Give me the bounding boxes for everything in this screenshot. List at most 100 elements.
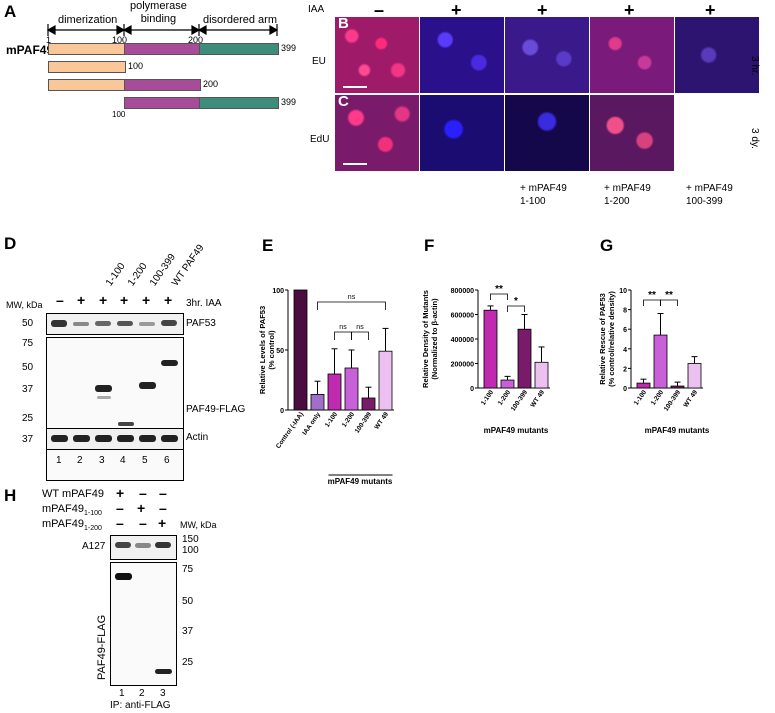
bar	[500, 379, 515, 389]
significance-bracket	[351, 331, 369, 340]
tick-100: 100	[112, 35, 128, 45]
x-tick-label: 1-200	[497, 389, 512, 407]
micrograph-eu-control	[335, 17, 419, 93]
y-axis-label: Relative Density of Mutants	[421, 290, 430, 388]
d-lane-2: 2	[77, 455, 83, 466]
domain-polymerase-label: polymerase binding	[130, 0, 187, 25]
significance-bracket	[660, 299, 678, 306]
x-tick-label: 100-399	[663, 389, 683, 413]
h-sign-2-3: –	[159, 500, 167, 516]
significance-label: *	[514, 296, 518, 307]
bar-disordered	[199, 43, 279, 55]
x-tick-label: 1-200	[341, 411, 356, 429]
x-tick-label: 100-399	[510, 389, 530, 413]
row-label-eu: EU	[312, 56, 326, 67]
row-label-edu: EdU	[310, 134, 330, 145]
blot-paf49-flag	[46, 337, 184, 481]
bar	[483, 309, 498, 389]
h-sign-3-2: –	[139, 515, 147, 531]
bar-dimerization	[48, 43, 126, 55]
panel-label-c: C	[338, 93, 349, 110]
bar	[534, 361, 549, 389]
y-tick-label: 6	[623, 327, 627, 334]
d-label-paf53: PAF53	[186, 318, 216, 329]
domain-disordered-label: disordered arm	[203, 14, 277, 26]
x-axis-label: mPAF49 mutants	[484, 426, 549, 435]
y-tick-label: 50	[276, 348, 284, 355]
h-mw-50: 50	[182, 596, 194, 607]
d-iaa-5: +	[142, 292, 151, 308]
panel-label-b: B	[338, 15, 349, 32]
x-tick-label: 1-200	[650, 389, 665, 407]
h-row-2: mPAF491-100	[42, 503, 102, 517]
row1-end: 399	[281, 43, 297, 53]
iaa-label: IAA	[308, 4, 325, 15]
y-tick-label: 4	[623, 347, 627, 354]
d-mw-75: 75	[22, 338, 34, 349]
h-row-2-text: mPAF49	[42, 503, 84, 515]
scale-bar-b	[343, 86, 367, 88]
panel-label-d: D	[4, 234, 17, 253]
iaa-sign-2: +	[451, 0, 462, 20]
h-sign-3-1: –	[116, 515, 124, 531]
significance-bracket	[317, 301, 386, 310]
micrograph-edu-1-100	[505, 95, 589, 171]
h-mw-37: 37	[182, 626, 194, 637]
panel-label-h: H	[4, 486, 17, 505]
x-tick-label: WT 49	[682, 389, 699, 409]
chart-e: 0 50 100 Control (-IAA)IAA only 1-100 1-20010…	[258, 288, 394, 485]
time-label-3hr: 3 hr.	[749, 56, 760, 76]
micrograph-eu-1-200	[590, 17, 674, 93]
d-iaa-1: –	[56, 292, 64, 308]
y-tick-label: 2	[623, 366, 627, 373]
bar	[293, 289, 308, 411]
bar	[670, 385, 685, 389]
construct-name: mPAF49	[6, 43, 54, 57]
y-tick-label: 200000	[451, 362, 474, 369]
d-label-paf49-flag: PAF49-FLAG	[186, 404, 246, 415]
iaa-sign-1: –	[374, 0, 385, 20]
row4-end: 399	[281, 97, 297, 107]
bar-1-200-dimer	[48, 79, 126, 91]
h-ip-label: IP: anti-FLAG	[110, 700, 171, 711]
h-mw-75: 75	[182, 564, 194, 575]
y-tick-label: 800000	[451, 288, 474, 295]
bar	[327, 373, 342, 411]
bar-1-100-dimer	[48, 61, 126, 73]
tick-1: 1	[46, 35, 52, 45]
x-tick-label: IAA only	[301, 411, 322, 437]
h-row-1: WT mPAF49	[42, 488, 104, 500]
d-lane-label-wt: WT PAF49	[170, 242, 207, 289]
d-iaa-text: 3hr. IAA	[186, 298, 222, 309]
bar	[310, 394, 325, 411]
h-row-3-sub: 1-200	[83, 525, 102, 533]
h-label-a127: A127	[82, 541, 106, 552]
panel-label-g: G	[600, 236, 614, 255]
bar-100-399-dis	[199, 97, 279, 109]
h-sign-1-3: –	[159, 485, 167, 501]
significance-bracket	[334, 331, 352, 340]
panel-label-a: A	[4, 2, 17, 21]
d-lane-5: 5	[142, 455, 148, 466]
bar	[636, 382, 651, 389]
y-tick-label: 0	[470, 386, 474, 393]
x-tick-label: 1-100	[480, 389, 495, 407]
h-mw-150: 150	[182, 534, 199, 545]
domain-dimerization-label: dimerization	[58, 14, 118, 26]
x-tick-label: 1-100	[633, 389, 648, 407]
iaa-sign-4: +	[624, 0, 635, 20]
row4-start: 100	[112, 110, 126, 119]
h-label-paf49-flag: PAF49-FLAG	[96, 614, 108, 680]
d-lane-label-1-100: 1-100	[104, 261, 128, 289]
y-tick-label: 600000	[451, 313, 474, 320]
d-lane-4: 4	[120, 455, 126, 466]
y-tick-label: 100	[272, 288, 284, 295]
h-sign-2-1: –	[116, 500, 124, 516]
d-iaa-3: +	[99, 292, 108, 308]
caption-1-100: + mPAF49 1-100	[520, 183, 567, 207]
y-axis-label: Relative Levels of PAF53	[258, 306, 267, 394]
h-sign-3-3: +	[158, 515, 167, 531]
d-mw-25: 25	[22, 413, 34, 424]
significance-label: ns	[348, 294, 356, 301]
